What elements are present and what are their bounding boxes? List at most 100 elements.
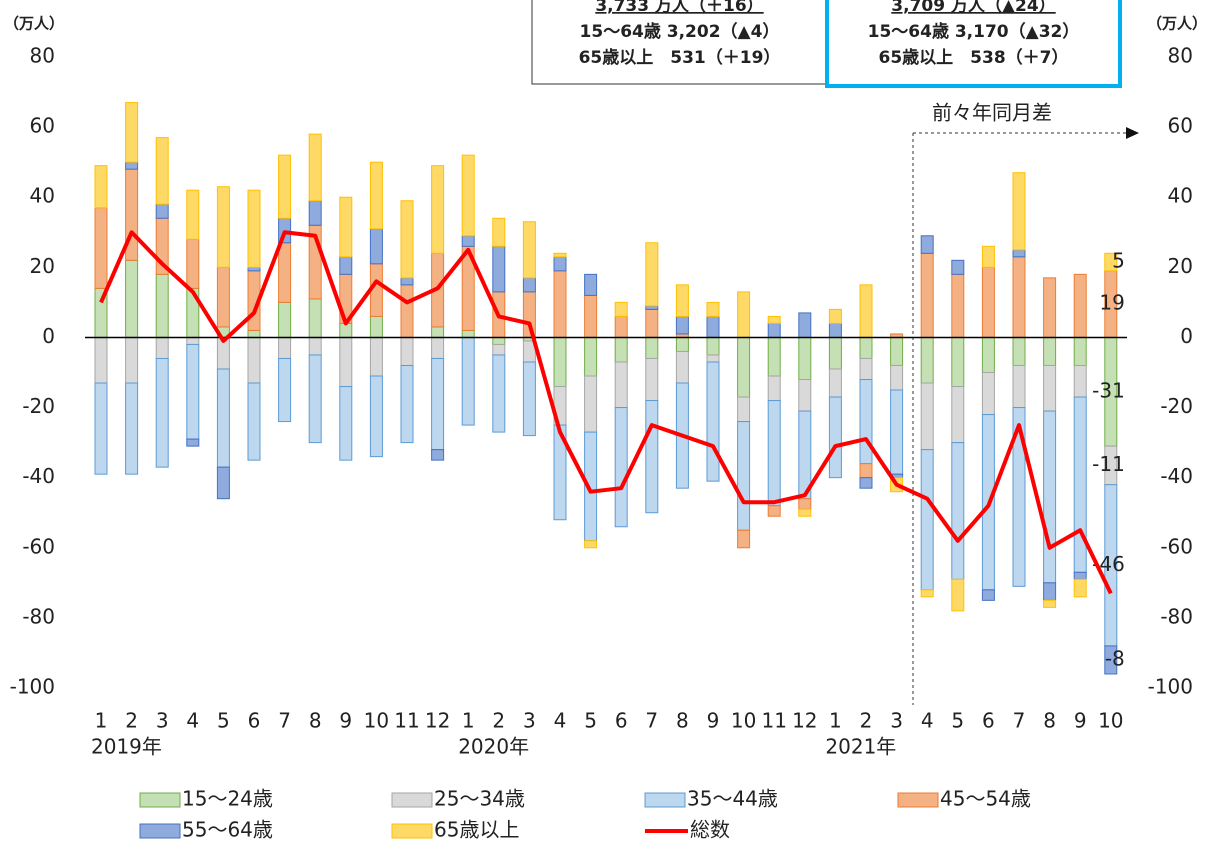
bar-segment [553,336,567,388]
bar-segment [675,284,689,317]
x-tick-label: 8 [1043,709,1056,733]
bar-segment [614,301,628,317]
bar-segment [400,364,414,444]
y2-unit: （万人） [1147,15,1207,33]
bar-segment [859,477,873,489]
bar-segment [1012,249,1026,258]
bar-segment [828,308,842,324]
bar-segment [308,133,322,202]
bar-segment [94,382,108,475]
bar-segment [522,221,536,279]
bar-segment [431,326,445,338]
bar-segment [1012,256,1026,338]
bar-segment [828,396,842,479]
bar-segment [675,315,689,335]
x-tick-label: 6 [248,709,261,733]
year-label: 2019年 [91,735,162,759]
bar-segment [951,259,965,275]
bar-segment [278,301,292,338]
bar-segment [737,529,751,549]
bar-segment [308,354,322,444]
bar-segment [645,305,659,310]
y-tick-label: 40 [30,184,55,208]
info-text: 15～64歳 3,170（▲32） [868,21,1080,42]
bar-segment [737,396,751,423]
bar-segment [369,336,383,377]
bar-segment [1043,410,1057,584]
bar-segment [186,438,200,447]
bar-segment [339,336,353,388]
bar-segment [278,357,292,423]
legend-swatch [391,792,433,808]
bar-segment [584,273,598,296]
bar-segment [492,343,506,356]
y2-tick-label: 60 [1168,114,1193,138]
bar-segment [400,277,414,286]
x-tick-label: 1 [829,709,842,733]
bar-segment [339,322,353,338]
x-tick-label: 7 [278,709,291,733]
bar-segment [94,165,108,209]
arrow-head [1126,127,1139,139]
bar-segment [859,336,873,359]
legend-swatch [644,792,686,808]
bar-segment [920,235,934,254]
bar-segment [1043,582,1057,601]
bar-segment [920,449,934,591]
bar-segment [278,336,292,359]
bar-segment [247,266,261,272]
bar-segment [369,228,383,265]
bar-segment [1073,571,1087,580]
bar-segment [400,336,414,366]
bar-segment [125,161,139,170]
bar-segment [1104,252,1118,272]
bar-segment [798,336,812,381]
x-tick-label: 2 [492,709,505,733]
bar-segment [981,245,995,268]
legend-label: 45～54歳 [940,787,1031,811]
bar-segment [1073,336,1087,366]
info-box [531,0,828,85]
bar-segment [890,389,904,475]
bar-segment [859,379,873,465]
x-tick-label: 8 [309,709,322,733]
bar-segment [614,361,628,409]
bar-segment [339,196,353,258]
bar-segment [339,386,353,461]
x-tick-label: 11 [761,709,786,733]
bar-segment [767,375,781,402]
bar-segment [706,336,720,356]
bar-segment [920,589,934,598]
bar-segment [645,242,659,307]
bar-segment [951,386,965,444]
bar-segment [767,322,781,338]
bar-segment [1073,273,1087,338]
x-tick-label: 1 [95,709,108,733]
bar-segment [920,252,934,338]
bar-segment [431,357,445,451]
bar-segment [216,186,230,268]
bar-segment [859,463,873,479]
bar-segment [155,203,169,219]
bar-segment [645,400,659,514]
bar-segment [1012,336,1026,366]
bar-segment [125,382,139,475]
bar-segment [216,466,230,500]
bar-segment [461,329,475,338]
bar-segment [278,242,292,303]
bar-segment [798,498,812,510]
bar-segment [247,329,261,338]
y-tick-label: -40 [22,464,55,488]
bar-segment [400,200,414,279]
legend-label: 55～64歳 [182,818,273,841]
bar-segment [431,165,445,254]
bar-segment [767,315,781,324]
y2-tick-label: -20 [1160,394,1193,418]
bar-segment [125,102,139,163]
bar-segment [981,336,995,374]
bar-segment [247,336,261,384]
bar-segment [859,284,873,338]
bar-segment [645,336,659,359]
bar-segment [125,336,139,384]
bar-segment [461,235,475,247]
